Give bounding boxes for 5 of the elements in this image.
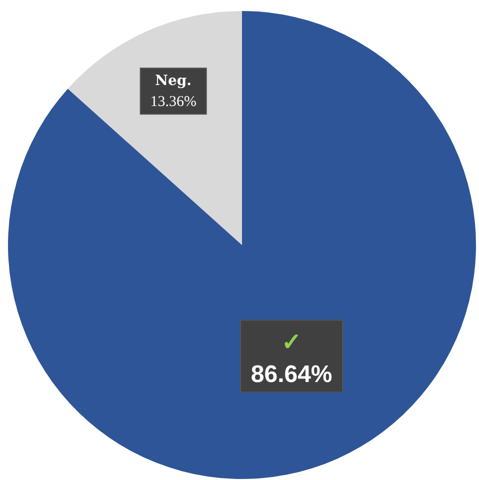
slice-label: ✓ — [282, 327, 302, 356]
data-label: 86.64% — [250, 361, 332, 388]
slice-label: Neg. — [155, 73, 192, 90]
data-label: 13.36% — [150, 94, 196, 110]
pie-slice — [8, 11, 476, 479]
